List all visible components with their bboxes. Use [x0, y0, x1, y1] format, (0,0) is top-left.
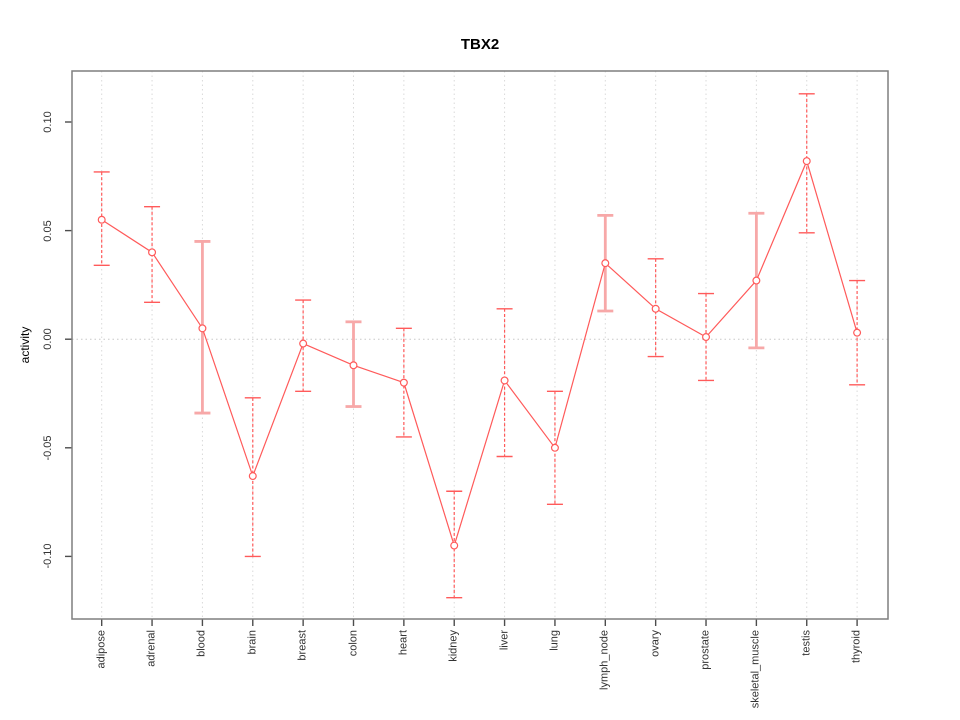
data-point-skeletal_muscle — [752, 276, 761, 285]
x-axis-label-thyroid: thyroid — [850, 630, 863, 664]
data-point-thyroid — [853, 328, 862, 337]
x-axis-label-breast: breast — [296, 630, 309, 661]
chart-title: TBX2 — [460, 36, 500, 53]
y-axis-label-0.10: 0.10 — [42, 111, 54, 133]
data-point-heart — [399, 378, 408, 387]
y-axis-label-0.00: 0.00 — [42, 328, 54, 350]
x-axis-label-adrenal: adrenal — [145, 630, 158, 667]
data-point-ovary — [651, 304, 660, 313]
x-axis-label-colon: colon — [347, 630, 359, 657]
x-axis-label-liver: liver — [498, 630, 511, 651]
x-axis-label-brain: brain — [246, 630, 259, 655]
plot-box — [71, 70, 889, 620]
data-point-kidney — [450, 541, 459, 550]
data-point-lung — [550, 443, 559, 452]
x-axis-label-lymph_node: lymph_node — [598, 630, 611, 690]
x-axis-label-testis: testis — [800, 630, 813, 656]
x-axis-label-blood: blood — [195, 630, 208, 657]
data-point-breast — [299, 339, 308, 348]
data-point-blood — [198, 324, 207, 333]
data-point-adrenal — [148, 248, 157, 257]
x-axis-label-skeletal_muscle: skeletal_muscle — [749, 630, 762, 709]
data-point-prostate — [702, 333, 711, 342]
x-axis-label-adipose: adipose — [95, 630, 108, 669]
y-axis-label-0.05: 0.05 — [42, 219, 54, 242]
x-axis-label-prostate: prostate — [699, 630, 712, 670]
data-point-adipose — [97, 215, 106, 224]
y-axis-label--0.05: -0.05 — [42, 435, 54, 461]
data-point-liver — [500, 376, 509, 385]
data-point-brain — [248, 472, 257, 481]
data-point-testis — [802, 157, 811, 166]
data-point-lymph_node — [601, 259, 610, 268]
data-point-colon — [349, 361, 358, 370]
x-axis-label-kidney: kidney — [447, 630, 460, 662]
series-line-activity — [101, 159, 858, 548]
y-axis-label--0.10: -0.10 — [42, 543, 54, 569]
x-axis-label-lung: lung — [548, 630, 561, 651]
x-axis-label-ovary: ovary — [649, 630, 662, 657]
x-axis-label-heart: heart — [397, 630, 410, 656]
